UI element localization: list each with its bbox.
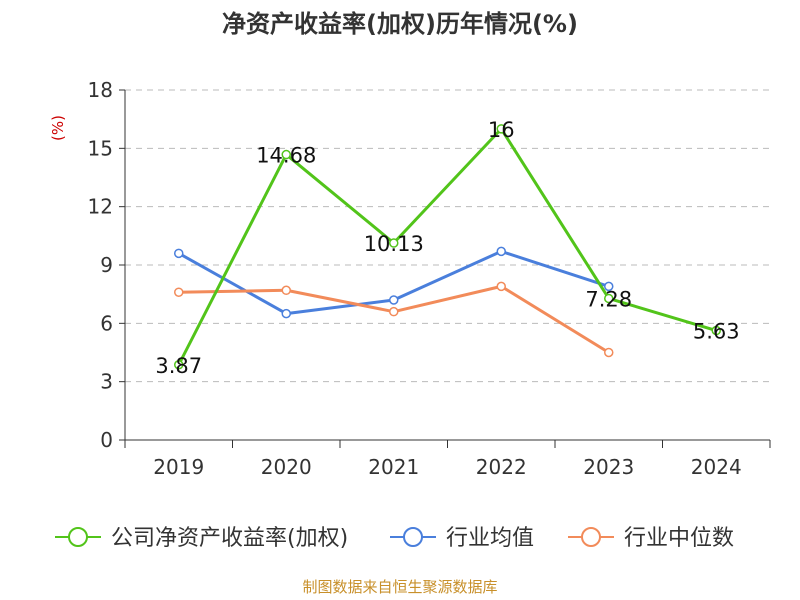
- source-note: 制图数据来自恒生聚源数据库: [302, 578, 497, 596]
- y-tick-label: 9: [100, 253, 113, 277]
- data-point: [389, 295, 399, 305]
- series-lines: [174, 124, 721, 370]
- data-point: [389, 306, 399, 317]
- data-point: [604, 281, 614, 292]
- gridlines: [125, 89, 770, 383]
- data-point: [496, 281, 506, 292]
- x-tick-label: 2022: [476, 455, 527, 479]
- legend-marker: [403, 527, 423, 547]
- legend-marker: [581, 527, 601, 547]
- data-point: [711, 325, 721, 336]
- y-tick-label: 18: [88, 78, 113, 102]
- legend-label: 行业中位数: [624, 526, 734, 551]
- data-label: 16: [488, 118, 515, 142]
- y-tick-label: 15: [88, 136, 113, 160]
- data-point: [174, 287, 184, 297]
- data-point: [281, 285, 291, 296]
- legend-marker: [68, 527, 88, 547]
- data-label: 5.63: [693, 320, 740, 344]
- axes: 0 3 6 9 12 15 18 2019 2020 2021 2022 2023 2024: [88, 78, 771, 479]
- legend-label: 公司净资产收益率(加权): [111, 526, 348, 551]
- y-tick-label: 6: [100, 311, 113, 335]
- data-point: [496, 246, 506, 257]
- y-tick-label: 0: [100, 428, 113, 452]
- data-point: [389, 238, 399, 248]
- chart-title: 净资产收益率(加权)历年情况(%): [222, 10, 578, 38]
- data-label: 3.87: [155, 354, 202, 378]
- data-point: [496, 124, 506, 134]
- x-tick-label: 2020: [261, 455, 312, 479]
- x-tick-label: 2024: [691, 455, 742, 479]
- data-point: [604, 347, 614, 358]
- data-labels: 3.87 14.68 10.13 16 7.28 5.63: [155, 118, 739, 378]
- data-point: [174, 248, 184, 259]
- x-tick-label: 2019: [153, 455, 204, 479]
- data-point: [174, 360, 184, 370]
- series-line: [177, 127, 717, 366]
- y-tick-label: 12: [88, 195, 113, 219]
- y-tick-label: 3: [100, 370, 113, 394]
- data-label: 10.13: [364, 232, 424, 256]
- x-tick-label: 2021: [368, 455, 419, 479]
- data-point: [604, 293, 614, 304]
- x-tick-label: 2023: [583, 455, 634, 479]
- data-point: [281, 149, 291, 160]
- y-axis-label: (%): [49, 115, 67, 141]
- data-label: 14.68: [256, 144, 316, 168]
- legend: 公司净资产收益率(加权) 行业均值 行业中位数: [55, 526, 734, 551]
- data-label: 7.28: [585, 287, 632, 311]
- data-point: [281, 308, 291, 319]
- legend-label: 行业均值: [446, 526, 534, 551]
